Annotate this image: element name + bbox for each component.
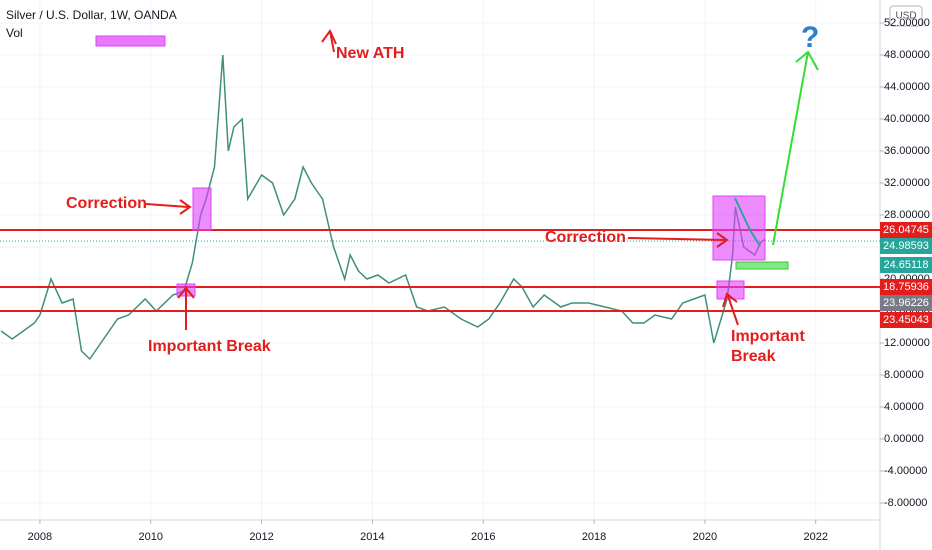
price-line bbox=[0, 54, 766, 361]
annotation: Correction bbox=[545, 229, 626, 246]
arrow bbox=[329, 30, 335, 53]
arrow bbox=[727, 295, 739, 326]
highlight-box bbox=[712, 195, 766, 261]
arrow-head bbox=[177, 286, 195, 299]
x-tick-label: 2016 bbox=[471, 531, 495, 543]
arrow-head bbox=[179, 199, 192, 215]
highlight-box bbox=[716, 280, 745, 300]
price-badge: 23.45043 bbox=[880, 312, 932, 328]
arrow-head bbox=[321, 29, 337, 45]
y-tick-label: 4.00000 bbox=[884, 401, 924, 413]
y-tick-label: 40.00000 bbox=[884, 113, 930, 125]
arrow-head bbox=[795, 50, 819, 71]
annotation: Important Break bbox=[148, 338, 271, 355]
highlight-box bbox=[192, 187, 212, 231]
y-tick-label: 52.00000 bbox=[884, 17, 930, 29]
price-badge: 24.98593 bbox=[880, 238, 932, 254]
grid bbox=[0, 0, 880, 520]
arrow-head bbox=[716, 232, 729, 248]
price-badge: 23.96226 bbox=[880, 295, 932, 311]
price-badge: 26.04745 bbox=[880, 222, 932, 238]
x-tick-label: 2012 bbox=[249, 531, 273, 543]
y-tick-label: 12.00000 bbox=[884, 337, 930, 349]
y-tick-label: -8.00000 bbox=[884, 497, 927, 509]
x-tick-label: 2010 bbox=[138, 531, 162, 543]
annotation: Important bbox=[731, 328, 805, 345]
annotation: New ATH bbox=[336, 45, 404, 62]
y-tick-label: 44.00000 bbox=[884, 81, 930, 93]
x-tick-label: 2022 bbox=[803, 531, 827, 543]
trend-drawing bbox=[734, 197, 761, 247]
y-tick-label: -4.00000 bbox=[884, 465, 927, 477]
y-tick-label: 36.00000 bbox=[884, 145, 930, 157]
x-tick-label: 2014 bbox=[360, 531, 384, 543]
target-box bbox=[735, 261, 789, 270]
y-tick-label: 8.00000 bbox=[884, 369, 924, 381]
chart-title: Silver / U.S. Dollar, 1W, OANDA bbox=[6, 8, 177, 22]
arrow-head bbox=[722, 292, 738, 308]
x-tick-label: 2018 bbox=[582, 531, 606, 543]
price-badge: 24.65118 bbox=[880, 257, 932, 273]
y-tick-label: 48.00000 bbox=[884, 49, 930, 61]
plot bbox=[0, 54, 766, 361]
currency-button[interactable] bbox=[889, 5, 923, 27]
annotation: Break bbox=[731, 348, 776, 365]
arrow bbox=[772, 51, 809, 246]
arrow bbox=[145, 203, 189, 208]
x-tick-label: 2020 bbox=[693, 531, 717, 543]
annotation: Correction bbox=[66, 195, 147, 212]
y-tick-label: 32.00000 bbox=[884, 177, 930, 189]
arrow bbox=[627, 237, 726, 241]
y-tick-label: 0.00000 bbox=[884, 433, 924, 445]
annotation: ? bbox=[801, 21, 819, 54]
highlight-box bbox=[95, 35, 166, 47]
currency[interactable]: USD bbox=[895, 11, 916, 22]
x-tick-label: 2008 bbox=[28, 531, 52, 543]
y-tick-label: 28.00000 bbox=[884, 209, 930, 221]
price-badge: 18.75936 bbox=[880, 279, 932, 295]
volume-label: Vol bbox=[6, 26, 23, 40]
